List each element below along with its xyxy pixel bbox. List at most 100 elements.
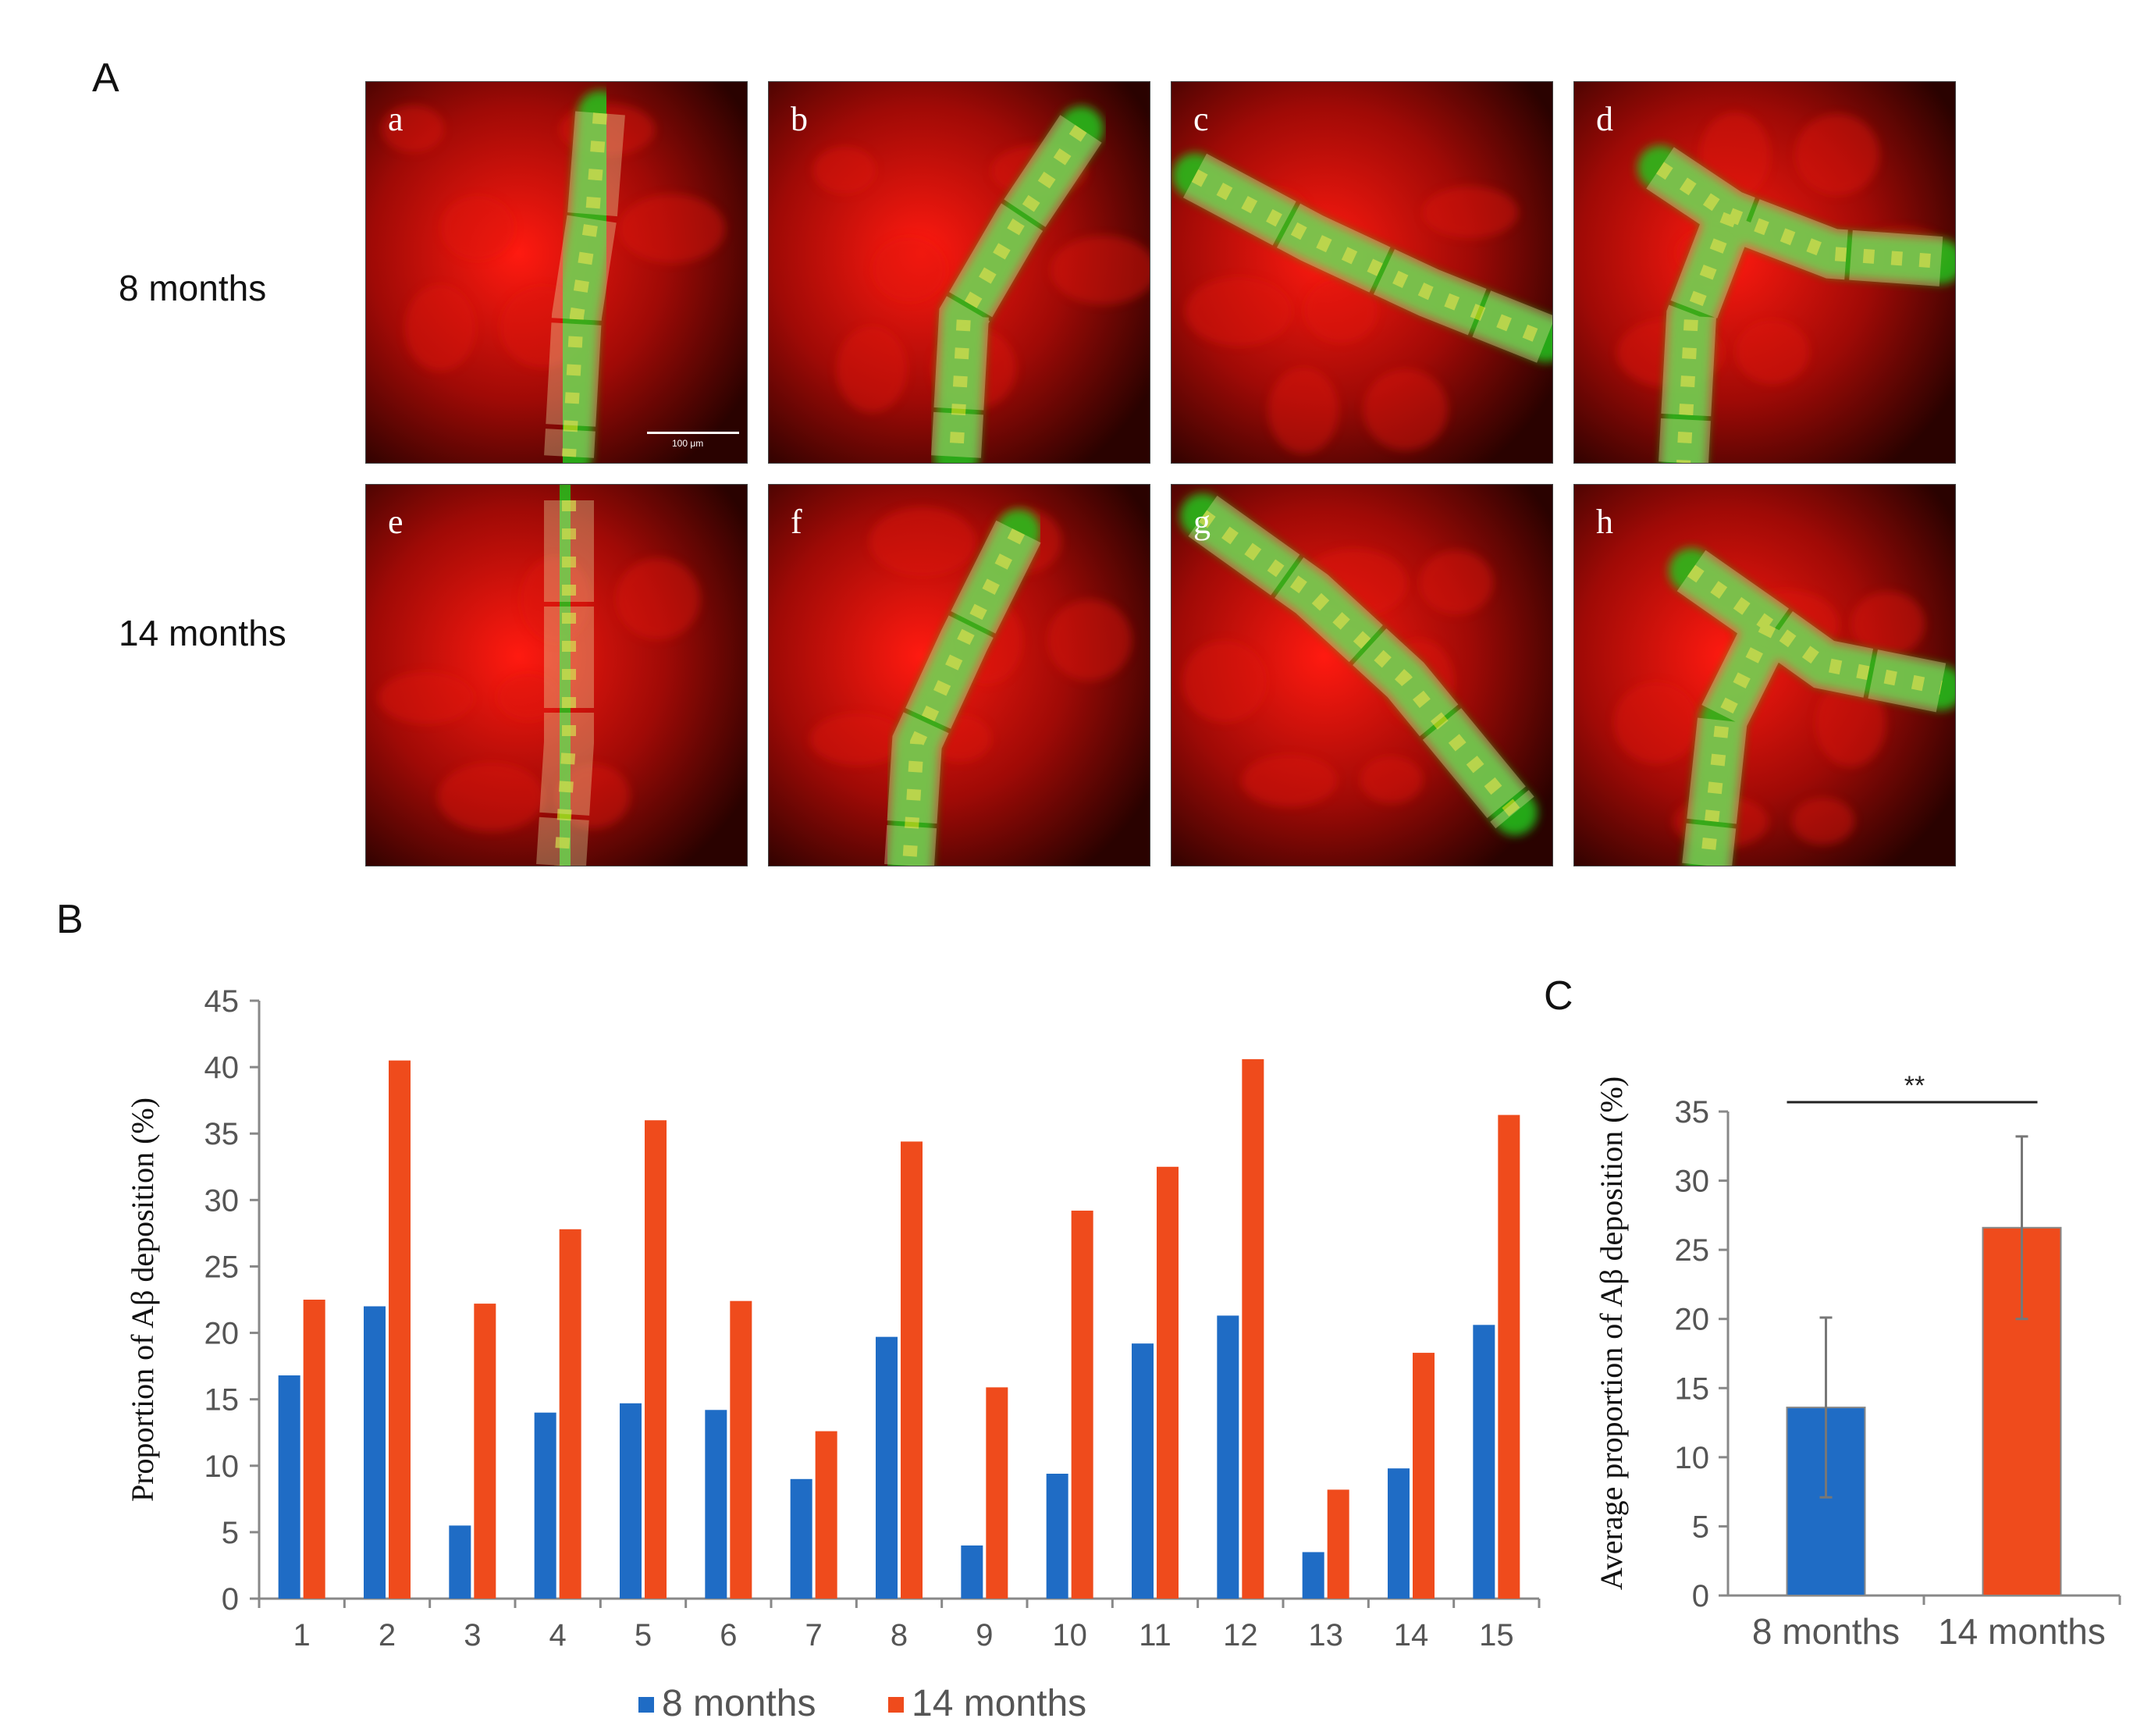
- chart-c-y-tick-label: 35: [1675, 1095, 1710, 1129]
- panel-a-label: A: [92, 55, 119, 101]
- microscopy-image-f: f: [768, 484, 1150, 866]
- bar-8-months-10: [1046, 1473, 1068, 1599]
- chart-b-x-tick-label: 15: [1479, 1618, 1514, 1652]
- error-bar-8-months: [1819, 1316, 1833, 1499]
- chart-b-y-tick-label: 0: [222, 1582, 239, 1617]
- chart-b-x-tick-label: 1: [293, 1618, 311, 1652]
- chart-c-y-tick-label: 30: [1675, 1165, 1710, 1199]
- chart-b-y-tick-label: 25: [204, 1250, 240, 1284]
- legend-swatch-14-months: [888, 1697, 904, 1713]
- significance-marker: **: [1787, 1071, 2038, 1104]
- panel-c-label: C: [1544, 973, 1573, 1019]
- chart-c-y-tick-label: 10: [1675, 1441, 1710, 1475]
- chart-b-y-axis-label: Proportion of Aβ deposition (%): [125, 1097, 160, 1502]
- microscopy-image-c: c: [1171, 81, 1553, 464]
- bar-14-months-14: [1413, 1353, 1435, 1599]
- chart-b-y-tick-label: 45: [204, 984, 240, 1019]
- chart-b-x-tick-label: 4: [549, 1618, 567, 1652]
- chart-b-y-tick-label: 30: [204, 1183, 240, 1218]
- bar-8-months-1: [278, 1375, 300, 1599]
- bar-14-months-10: [1071, 1210, 1093, 1599]
- image-label-b: b: [791, 100, 808, 138]
- chart-b-x-tick-label: 3: [464, 1618, 481, 1652]
- microscopy-image-b: b: [768, 81, 1150, 464]
- chart-b-x-tick-label: 11: [1139, 1618, 1171, 1652]
- chart-b-y-tick-label: 5: [222, 1516, 239, 1550]
- chart-b-x-tick-label: 5: [635, 1618, 652, 1652]
- row-label-8-months: 8 months: [119, 268, 267, 308]
- chart-c-y-tick-label: 0: [1692, 1579, 1709, 1613]
- chart-b-x-tick-label: 10: [1052, 1618, 1087, 1652]
- chart-b-x-tick-label: 6: [720, 1618, 737, 1652]
- chart-b-x-tick-label: 2: [379, 1618, 396, 1652]
- chart-b-x-tick-label: 12: [1223, 1618, 1258, 1652]
- chart-b-x-tick-label: 14: [1394, 1618, 1429, 1652]
- bar-8-months-3: [449, 1525, 471, 1599]
- bar-14-months-8: [901, 1141, 923, 1599]
- chart-c-x-tick-label: 8 months: [1752, 1611, 1900, 1652]
- chart-b-y-tick-label: 10: [204, 1450, 240, 1484]
- microscopy-image-d: d: [1573, 81, 1956, 464]
- chart-b-y-tick-label: 15: [204, 1383, 240, 1418]
- bar-8-months-9: [961, 1545, 983, 1599]
- bar-8-months-15: [1473, 1325, 1495, 1599]
- chart-b-x-tick-label: 9: [976, 1618, 993, 1652]
- image-label-d: d: [1596, 100, 1613, 138]
- bar-14-months-11: [1157, 1166, 1179, 1599]
- bar-14-months-5: [645, 1120, 667, 1599]
- bar-14-months-12: [1242, 1058, 1264, 1599]
- mean-bar-14-months: [1982, 1226, 2062, 1597]
- chart-c-y-tick-label: 25: [1675, 1233, 1710, 1268]
- microscopy-image-e: e: [365, 484, 748, 866]
- chart-c-axes: 0 5 10 15 20 25 30 35: [1675, 1095, 2121, 1613]
- bar-8-months-7: [790, 1478, 812, 1599]
- bar-14-months-2: [389, 1060, 411, 1599]
- image-label-g: g: [1193, 503, 1211, 541]
- bar-8-months-12: [1217, 1315, 1239, 1599]
- bar-14-months-13: [1327, 1489, 1349, 1599]
- bar-8-months-13: [1302, 1552, 1324, 1599]
- error-bar-14-months: [2015, 1135, 2028, 1321]
- image-label-h: h: [1596, 503, 1613, 541]
- significance-label: **: [1904, 1071, 1925, 1101]
- image-label-a: a: [388, 100, 404, 138]
- image-label-f: f: [791, 503, 802, 541]
- chart-c-x-tick-label: 14 months: [1938, 1611, 2106, 1652]
- chart-b-x-tick-label: 13: [1308, 1618, 1343, 1652]
- scale-bar: [647, 432, 739, 434]
- row-label-14-months: 14 months: [119, 613, 286, 653]
- chart-c-y-tick-label: 15: [1675, 1371, 1710, 1406]
- legend-label-14-months: 14 months: [912, 1683, 1086, 1724]
- image-label-c: c: [1193, 100, 1209, 138]
- panel-b-label: B: [56, 897, 84, 942]
- chart-c-y-tick-label: 5: [1692, 1510, 1709, 1544]
- bar-14-months-3: [474, 1304, 496, 1599]
- chart-b-y-tick-label: 40: [204, 1051, 240, 1085]
- chart-c-y-tick-label: 20: [1675, 1303, 1710, 1337]
- microscopy-image-g: g: [1171, 484, 1553, 866]
- chart-b-legend: 8 months 14 months: [638, 1683, 1086, 1724]
- chart-c-y-axis-label: Average proportion of Aβ deposition (%): [1594, 1076, 1629, 1590]
- chart-b-x-tick-label: 7: [805, 1618, 823, 1652]
- chart-b-x-tick-label: 8: [891, 1618, 908, 1652]
- bar-8-months-6: [705, 1410, 727, 1599]
- bar-14-months-15: [1498, 1115, 1520, 1599]
- bar-14-months-7: [815, 1431, 837, 1599]
- bar-8-months-2: [364, 1306, 386, 1599]
- bar-8-months-11: [1132, 1343, 1154, 1599]
- bar-14-months-9: [986, 1387, 1008, 1599]
- bar-8-months-8: [876, 1336, 898, 1599]
- bar-14-months-6: [730, 1300, 752, 1599]
- bar-8-months-5: [620, 1403, 642, 1599]
- bar-8-months-14: [1388, 1468, 1410, 1599]
- microscopy-image-h: h: [1573, 484, 1956, 866]
- legend-swatch-8-months: [638, 1697, 654, 1713]
- bar-14-months-4: [559, 1229, 581, 1599]
- image-label-e: e: [388, 503, 404, 541]
- bar-14-months-1: [303, 1300, 325, 1599]
- scale-bar-label: 100 μm: [672, 438, 704, 449]
- chart-b-y-tick-label: 35: [204, 1117, 240, 1151]
- bar-8-months-4: [534, 1412, 556, 1599]
- chart-b-y-tick-label: 20: [204, 1317, 240, 1351]
